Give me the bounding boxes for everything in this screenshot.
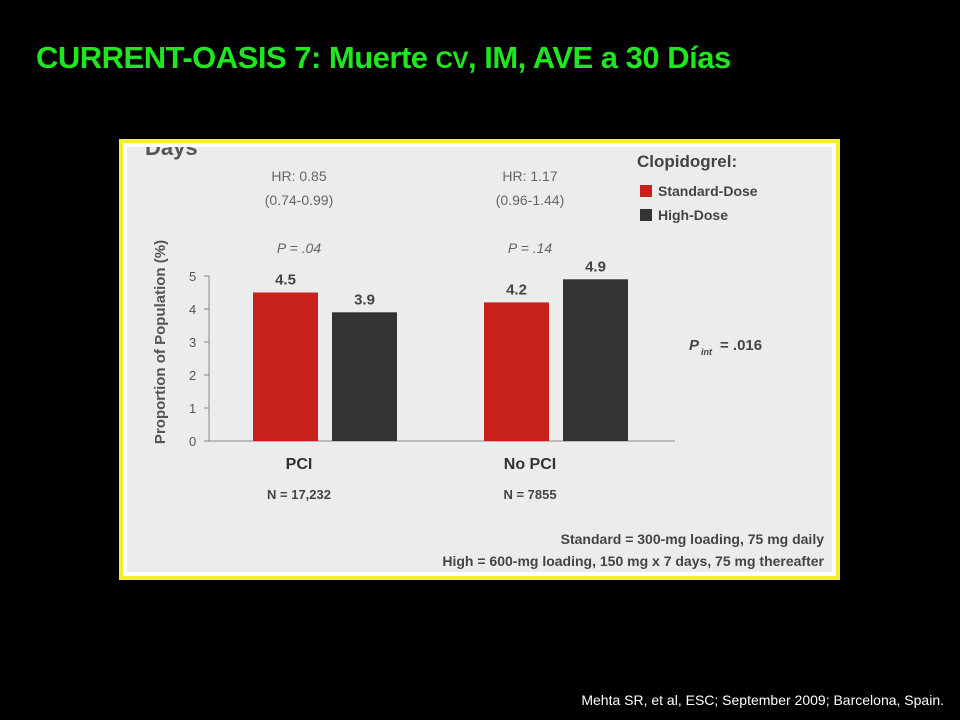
title-rest: , IM, AVE a 30 Días — [468, 40, 731, 75]
title-smallcaps: CV — [435, 47, 469, 74]
bar-value-label-high-nopci: 4.9 — [585, 258, 606, 275]
bar-value-label-standard-pci: 4.5 — [275, 272, 296, 289]
legend-title: Clopidogrel: — [637, 152, 737, 171]
bars: 4.5 4.2 3.9 4.9 — [253, 258, 628, 441]
category-n-pci: N = 17,232 — [267, 487, 331, 502]
y-tick-label-3: 3 — [189, 335, 196, 350]
y-tick-label-0: 0 — [189, 434, 196, 449]
y-tick-label-5: 5 — [189, 269, 196, 284]
bar-value-label-standard-nopci: 4.2 — [506, 281, 527, 298]
y-ticks: 0 1 2 3 4 5 — [189, 269, 209, 449]
chart-panel: Days Proportion of Population (%) 0 1 2 3 4 5… — [127, 147, 832, 572]
legend: Clopidogrel: Standard-Dose High-Dose — [637, 152, 758, 223]
ci-pci: (0.74-0.99) — [265, 192, 333, 208]
bar-high-pci — [332, 312, 397, 441]
legend-label-high: High-Dose — [658, 207, 728, 223]
ci-nopci: (0.96-1.44) — [496, 192, 564, 208]
p-value-nopci: P = .14 — [508, 240, 552, 256]
partial-title: Days — [145, 147, 198, 160]
y-tick-label-4: 4 — [189, 302, 196, 317]
p-int-sub: int — [701, 347, 713, 357]
hr-pci: HR: 0.85 — [271, 168, 326, 184]
citation: Mehta SR, et al, ESC; September 2009; Ba… — [581, 692, 944, 708]
y-tick-label-2: 2 — [189, 368, 196, 383]
p-int-value: = .016 — [720, 337, 762, 354]
legend-swatch-high — [640, 209, 652, 221]
bar-standard-nopci — [484, 302, 549, 441]
footnote-standard: Standard = 300-mg loading, 75 mg daily — [561, 531, 825, 547]
bar-standard-pci — [253, 292, 318, 441]
footnote-high: High = 600-mg loading, 150 mg x 7 days, … — [442, 553, 824, 569]
category-label-nopci: No PCI — [504, 456, 556, 473]
slide-title: CURRENT-OASIS 7: Muerte CV, IM, AVE a 30… — [36, 40, 731, 76]
p-int-annotation: P int = .016 — [689, 337, 762, 357]
p-value-pci: P = .04 — [277, 240, 321, 256]
figure-frame: Days Proportion of Population (%) 0 1 2 3 4 5… — [119, 139, 840, 580]
y-axis-label: Proportion of Population (%) — [152, 240, 169, 444]
y-tick-label-1: 1 — [189, 401, 196, 416]
legend-swatch-standard — [640, 185, 652, 197]
legend-label-standard: Standard-Dose — [658, 183, 758, 199]
p-int-label: P — [689, 337, 700, 354]
category-n-nopci: N = 7855 — [503, 487, 556, 502]
category-label-pci: PCI — [286, 456, 313, 473]
title-main: CURRENT-OASIS 7: Muerte — [36, 40, 436, 75]
bar-chart: Days Proportion of Population (%) 0 1 2 3 4 5… — [145, 147, 825, 569]
bar-value-label-high-pci: 3.9 — [354, 291, 375, 308]
hr-nopci: HR: 1.17 — [502, 168, 557, 184]
bar-high-nopci — [563, 279, 628, 441]
